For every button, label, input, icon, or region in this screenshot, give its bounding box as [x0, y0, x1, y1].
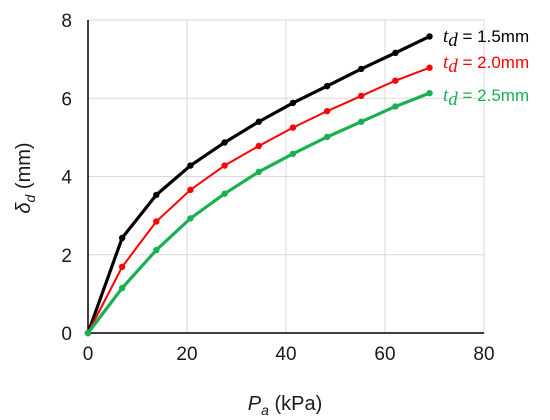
series-line: [86, 91, 431, 334]
axes: [87, 20, 484, 334]
data-point: [84, 329, 92, 337]
y-tick-label: 4: [61, 168, 72, 189]
series-line: [87, 66, 430, 334]
data-point: [118, 263, 126, 271]
data-point: [323, 82, 331, 90]
x-tick-label: 0: [83, 344, 94, 365]
data-point: [118, 284, 126, 292]
x-axis-title-unit: (kPa): [269, 393, 322, 415]
data-point: [153, 218, 160, 225]
data-point: [426, 33, 433, 40]
y-tick-label: 2: [61, 246, 72, 267]
series-label: td = 2.5mm: [443, 85, 529, 110]
data-point: [392, 49, 399, 57]
series-label-sub: d: [448, 89, 458, 110]
data-point: [426, 64, 433, 71]
series-label-value: = 2.0mm: [458, 53, 529, 72]
series-3: [84, 89, 433, 337]
x-tick-label: 80: [473, 344, 494, 365]
data-point: [426, 89, 433, 97]
y-axis-title-unit: (mm): [13, 142, 35, 194]
data-point: [289, 99, 297, 107]
y-axis-title-main: δ: [13, 202, 35, 214]
x-tick-label: 20: [176, 344, 197, 365]
data-point: [392, 103, 399, 110]
series-line: [86, 34, 431, 334]
series-label-sub: d: [448, 30, 458, 51]
data-point: [323, 107, 331, 115]
x-axis-title: Pa (kPa): [248, 393, 322, 418]
data-point: [392, 77, 399, 84]
y-tick-label: 6: [61, 89, 72, 110]
data-point: [255, 118, 262, 125]
series-label-value: = 2.5mm: [458, 86, 529, 105]
data-point: [255, 168, 262, 176]
data-point: [255, 142, 262, 150]
data-point: [221, 139, 228, 146]
data-point: [358, 65, 365, 73]
series-label-var: t: [443, 52, 449, 73]
series-1: [84, 33, 433, 337]
data-point: [358, 118, 365, 125]
data-point: [221, 162, 228, 169]
series-2: [84, 64, 433, 337]
series-label-sub: d: [448, 56, 458, 77]
data-point: [187, 186, 194, 194]
series-label: td = 1.5mm: [443, 26, 529, 51]
series-group: [84, 33, 433, 337]
data-point: [153, 191, 160, 199]
x-tick-label: 40: [275, 344, 296, 365]
y-tick-label: 8: [61, 11, 72, 32]
data-point: [118, 234, 126, 242]
data-point: [358, 92, 365, 100]
data-point: [289, 150, 297, 158]
y-tick-label: 0: [61, 324, 72, 345]
grid-lines: [88, 19, 485, 333]
series-label-value: = 1.5mm: [458, 27, 529, 46]
x-tick-label: 60: [374, 344, 395, 365]
series-label-var: t: [443, 85, 449, 106]
data-point: [221, 190, 228, 197]
tick-labels: 0 20 40 60 80 0 2 4 6 8: [61, 11, 494, 365]
data-point: [289, 124, 297, 131]
y-axis-title-sub: d: [22, 193, 38, 202]
x-axis-title-sub: a: [261, 402, 269, 418]
y-axis-title: δd (mm): [13, 142, 38, 213]
data-point: [187, 162, 194, 169]
data-point: [187, 215, 194, 222]
series-label: td = 2.0mm: [443, 52, 529, 77]
x-axis-title-main: P: [248, 393, 262, 415]
data-point: [323, 133, 331, 141]
data-point: [153, 246, 160, 254]
series-label-var: t: [443, 26, 449, 47]
